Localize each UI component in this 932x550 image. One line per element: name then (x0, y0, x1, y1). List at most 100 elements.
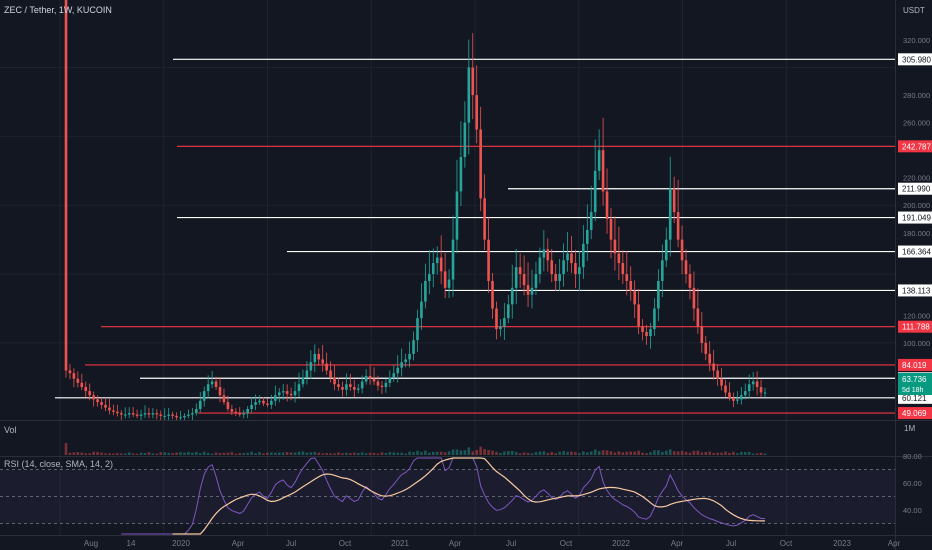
volume-bar-40 (222, 452, 226, 455)
time-axis[interactable]: Aug 14 2020 Apr Jul Oct 2021 Apr Jul Oct 2022 Apr Ju… (84, 539, 901, 548)
candle-body-166 (720, 378, 723, 386)
candle-body-70 (341, 386, 344, 390)
candle-body-148 (649, 329, 652, 337)
candle-body-6 (88, 391, 91, 396)
volume-bar-99 (455, 449, 459, 455)
volume-bar-115 (518, 453, 522, 455)
volume-bar-109 (495, 451, 498, 455)
time-label-4: Jul (286, 539, 296, 548)
volume-bar-54 (277, 452, 281, 455)
volume-bar-123 (550, 452, 554, 455)
candle-body-147 (645, 331, 648, 337)
candle-body-74 (356, 388, 360, 390)
volume-bar-7 (92, 451, 95, 455)
volume-bar-133 (589, 451, 593, 455)
candle-body-33 (195, 409, 198, 414)
candle-body-153 (668, 188, 672, 240)
volume-bar-84 (396, 452, 400, 455)
candle-body-158 (688, 274, 692, 288)
candle-body-40 (222, 395, 226, 403)
candle-body-62 (309, 362, 313, 371)
candle-body-120 (538, 257, 542, 275)
volume-bar-128 (570, 451, 573, 455)
volume-bar-171 (740, 451, 743, 455)
volume-bar-120 (538, 451, 542, 455)
volume-bar-104 (475, 449, 479, 455)
volume-bar-127 (566, 451, 569, 455)
time-label-0: Aug (84, 539, 98, 548)
candle-body-80 (380, 385, 384, 387)
time-label-2: 2020 (172, 539, 190, 548)
rsi-tick-2: 40.00 (903, 506, 922, 515)
volume-bar-131 (582, 451, 585, 455)
price-axis[interactable]: 305.980 242.787 211.990 191.049 166.364 138.1… (898, 36, 932, 420)
candle-body-95 (439, 257, 443, 272)
volume-bar-106 (483, 449, 486, 455)
volume-bar-153 (668, 449, 672, 455)
candle-body-0 (64, 0, 68, 371)
candle-body-60 (301, 377, 305, 385)
volume-bar-113 (510, 450, 514, 455)
volume-bar-4 (80, 452, 84, 455)
level-badge-2 (898, 182, 932, 195)
candle-body-170 (736, 399, 739, 401)
volume-bar-25 (163, 452, 167, 455)
volume-bar-155 (676, 451, 680, 455)
candle-body-145 (637, 304, 640, 327)
volume-bar-47 (250, 451, 253, 455)
candle-body-11 (108, 407, 111, 411)
volume-bar-12 (112, 453, 115, 455)
volume-bar-158 (688, 452, 692, 455)
candle-body-128 (570, 253, 573, 264)
candle-body-79 (376, 381, 380, 386)
candle-body-114 (514, 267, 518, 288)
volume-bar-90 (420, 451, 423, 455)
volume-bar-48 (254, 453, 257, 455)
volume-bar-67 (329, 453, 332, 455)
candle-body-27 (171, 414, 174, 416)
candle-body-7 (92, 395, 95, 400)
volume-bar-52 (270, 452, 273, 455)
volume-bar-142 (625, 451, 629, 455)
candle-body-20 (143, 413, 147, 415)
volume-bar-5 (84, 453, 88, 455)
candle-body-54 (277, 392, 281, 396)
volume-bar-34 (198, 453, 202, 455)
volume-bar-102 (467, 447, 471, 455)
candle-body-177 (763, 392, 767, 394)
volume-bar-77 (368, 452, 372, 455)
volume-bar-146 (641, 452, 644, 455)
candle-body-175 (755, 381, 759, 387)
volume-bar-94 (435, 451, 439, 455)
candle-body-91 (424, 280, 427, 302)
candle-body-43 (234, 411, 238, 414)
candle-body-125 (558, 274, 561, 281)
candle-body-47 (250, 404, 253, 410)
volume-bar-138 (609, 451, 613, 455)
rsi-axis: 80.00 60.00 40.00 (903, 452, 922, 515)
candle-body-48 (254, 402, 257, 405)
candle-body-35 (202, 391, 206, 401)
level-value-6: 111.788 (902, 323, 930, 332)
candle-body-139 (613, 239, 617, 254)
volume-series (64, 443, 767, 455)
volume-bar-93 (431, 451, 435, 455)
candle-body-13 (116, 411, 119, 414)
candle-body-109 (495, 308, 498, 330)
candle-body-99 (455, 191, 459, 240)
candle-body-164 (712, 363, 715, 371)
volume-bar-101 (463, 450, 467, 455)
candle-body-116 (522, 274, 526, 286)
volume-bar-23 (155, 453, 159, 455)
candle-body-119 (534, 274, 538, 288)
candle-body-107 (487, 239, 490, 281)
volume-bar-177 (763, 453, 767, 455)
volume-bar-74 (356, 452, 360, 455)
volume-bar-39 (218, 452, 222, 455)
candle-body-5 (84, 386, 88, 392)
volume-bar-32 (191, 452, 194, 455)
volume-bar-14 (119, 453, 123, 455)
volume-bar-168 (728, 452, 731, 455)
candle-body-172 (743, 391, 747, 396)
